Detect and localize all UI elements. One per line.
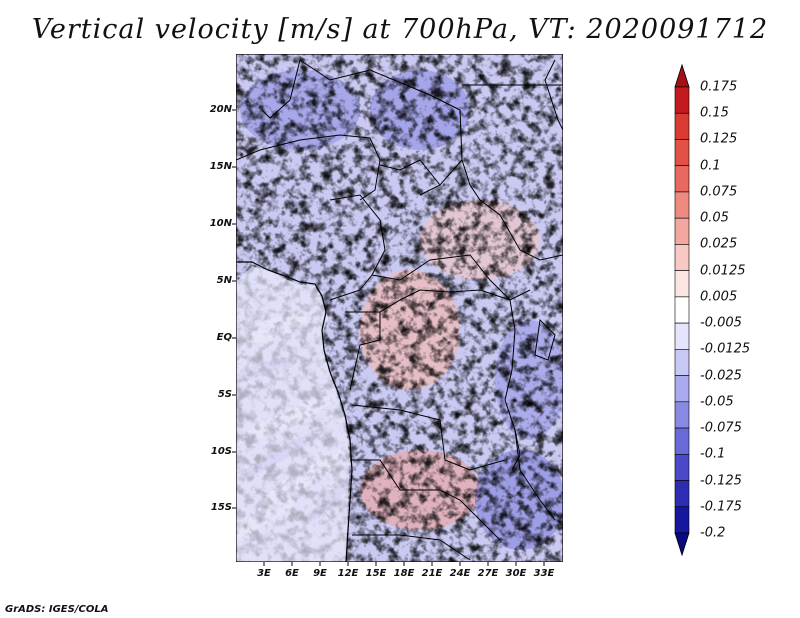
colorbar-segment <box>674 375 690 403</box>
lon-label-30e: 30E <box>505 568 527 579</box>
colorbar-label: 0.0125 <box>700 263 746 279</box>
colorbar-segment <box>674 480 690 508</box>
colorbar-segment <box>674 270 690 298</box>
lat-label-15n: 15N <box>209 161 232 172</box>
colorbar-segment <box>674 217 690 245</box>
colorbar-bottom-arrow <box>674 532 690 557</box>
colorbar-top-arrow <box>674 63 690 88</box>
latitude-ticks <box>232 109 236 509</box>
colorbar-segment <box>674 427 690 455</box>
lon-label-21e: 21E <box>421 568 443 579</box>
colorbar-segment <box>674 86 690 114</box>
lat-label-20n: 20N <box>209 104 232 115</box>
colorbar-segment <box>674 244 690 271</box>
colorbar-segment <box>674 322 690 350</box>
lat-label-eq: EQ <box>216 332 232 343</box>
colorbar-segment <box>674 112 690 140</box>
colorbar-segment <box>674 349 690 376</box>
map-title: Vertical velocity [m/s] at 700hPa, VT: 2… <box>31 14 769 45</box>
lon-label-33e: 33E <box>533 568 555 579</box>
colorbar-label: -0.005 <box>700 315 742 331</box>
colorbar-segment <box>674 453 690 481</box>
colorbar-label: -0.075 <box>700 420 742 436</box>
lat-label-15s: 15S <box>210 502 232 513</box>
lon-label-15e: 15E <box>365 568 387 579</box>
lat-label-5s: 5S <box>217 389 232 400</box>
colorbar-label: -0.1 <box>700 446 726 462</box>
colorbar-label: 0.05 <box>700 210 729 226</box>
colorbar-label: -0.05 <box>700 394 734 410</box>
colorbar-segment <box>674 139 690 167</box>
lon-label-6e: 6E <box>285 568 299 579</box>
colorbar-label: 0.175 <box>700 79 738 95</box>
lon-label-12e: 12E <box>337 568 359 579</box>
lat-label-10s: 10S <box>210 446 232 457</box>
colorbar-label: -0.025 <box>700 368 742 384</box>
lon-label-27e: 27E <box>477 568 499 579</box>
colorbar-label: 0.15 <box>700 105 729 121</box>
colorbar-label: 0.1 <box>700 158 721 174</box>
colorbar-label: 0.025 <box>700 236 738 252</box>
velocity-field <box>236 54 563 562</box>
colorbar <box>674 63 690 557</box>
colorbar-segment <box>674 165 690 193</box>
colorbar-segment <box>674 506 690 534</box>
colorbar-label: -0.125 <box>700 473 742 489</box>
lat-label-10n: 10N <box>209 218 232 229</box>
colorbar-label: 0.125 <box>700 131 738 147</box>
lon-label-18e: 18E <box>393 568 415 579</box>
colorbar-segment <box>674 296 690 324</box>
colorbar-label: -0.0125 <box>700 341 751 357</box>
lon-label-24e: 24E <box>449 568 471 579</box>
lon-label-3e: 3E <box>257 568 271 579</box>
colorbar-label: 0.005 <box>700 289 738 305</box>
longitude-ticks <box>263 562 545 566</box>
colorbar-label: 0.075 <box>700 184 738 200</box>
lon-label-9e: 9E <box>313 568 327 579</box>
colorbar-label: -0.2 <box>700 525 726 541</box>
credit-text: GrADS: IGES/COLA <box>5 604 109 615</box>
colorbar-label: -0.175 <box>700 499 742 515</box>
colorbar-segment <box>674 191 690 219</box>
lat-label-5n: 5N <box>216 275 232 286</box>
colorbar-segment <box>674 401 690 429</box>
